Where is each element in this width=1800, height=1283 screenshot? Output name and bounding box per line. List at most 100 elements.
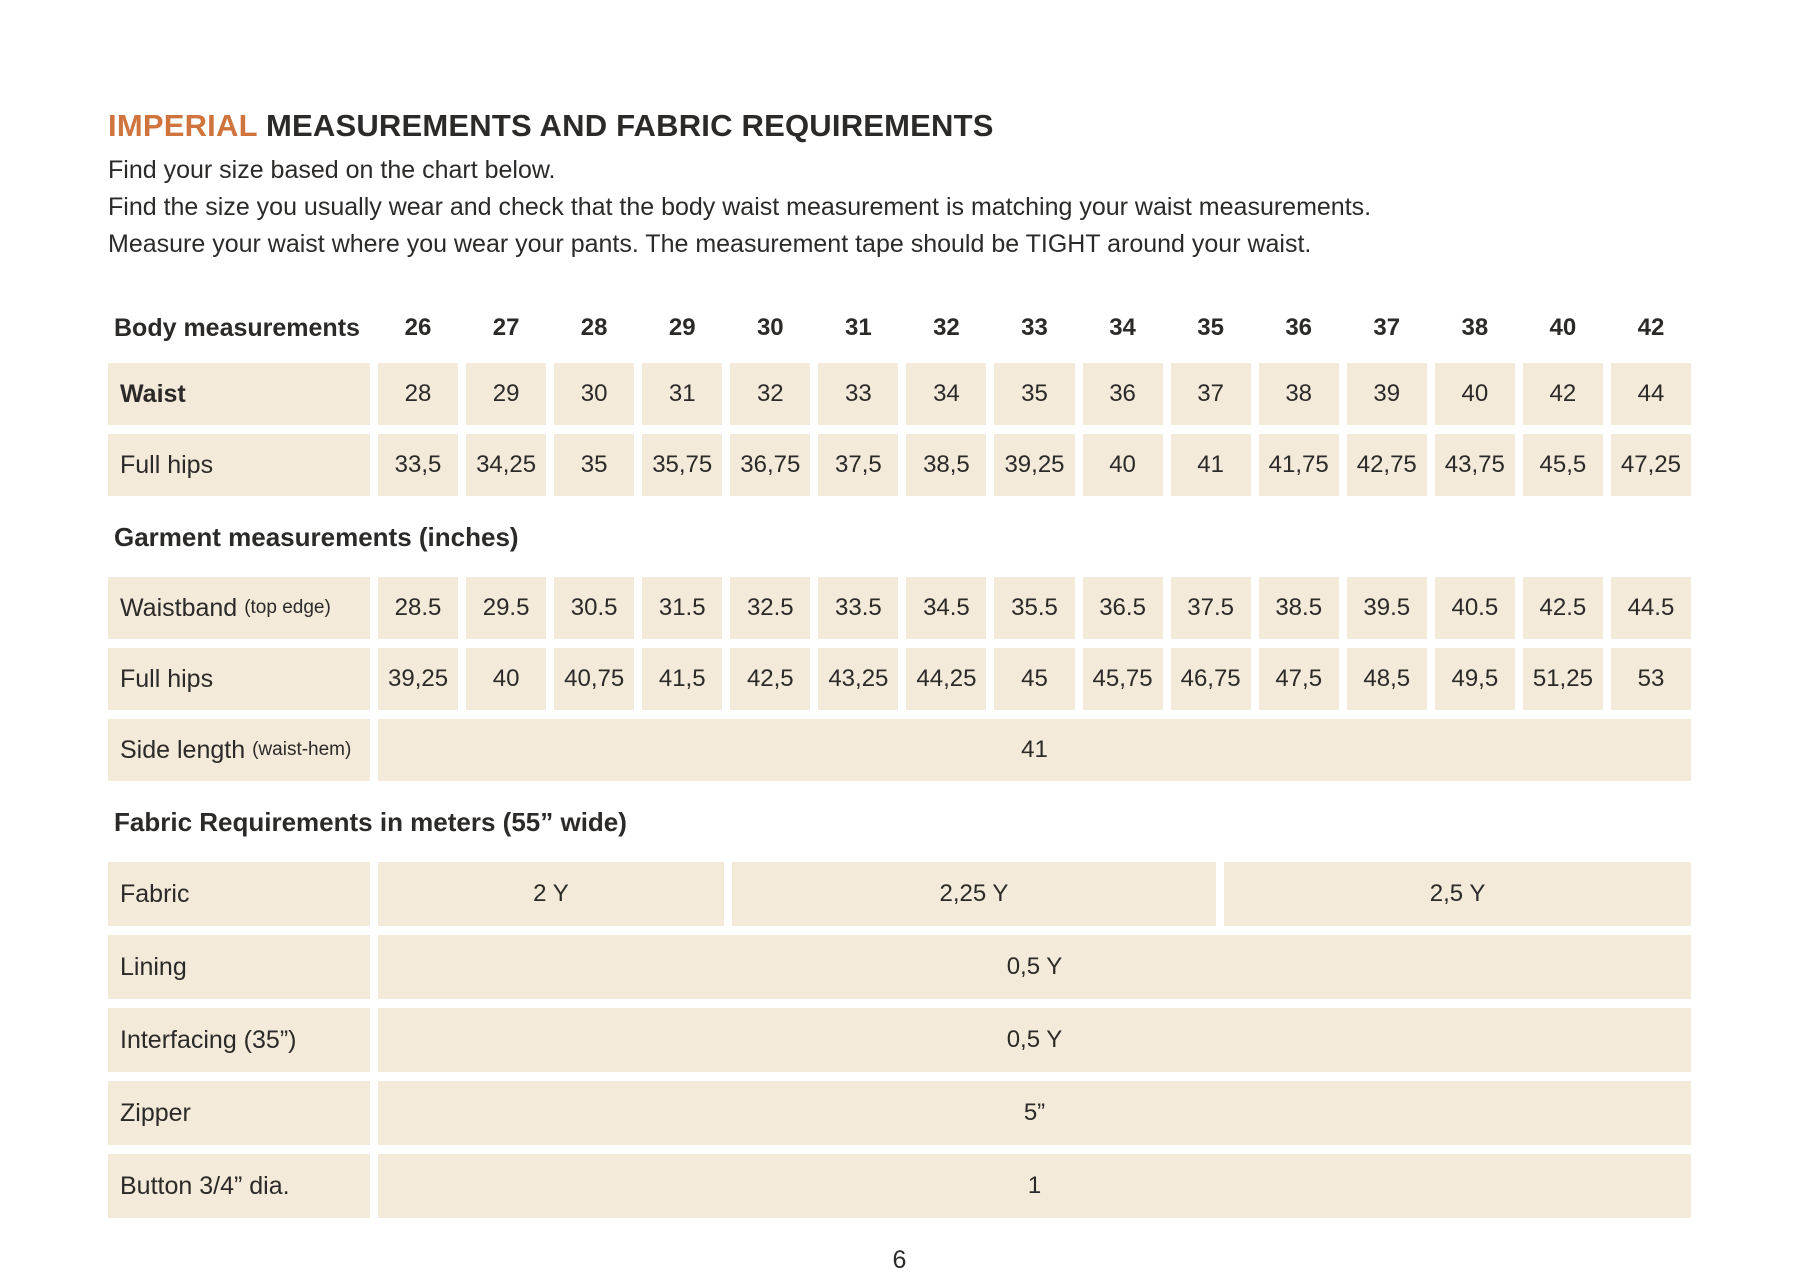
row-label-note: (top edge) bbox=[244, 597, 331, 618]
table-cell: 40,75 bbox=[554, 648, 635, 710]
row-label-text: Interfacing (35”) bbox=[120, 1025, 297, 1054]
table-cell: 42.5 bbox=[1522, 577, 1603, 639]
table-cell: 45 bbox=[994, 648, 1075, 710]
size-column-header: 32 bbox=[933, 314, 960, 341]
table-cell: 36.5 bbox=[1082, 577, 1163, 639]
size-column-header: 37 bbox=[1373, 314, 1401, 341]
fabric-span-cell: 2,25 Y bbox=[731, 862, 1217, 926]
table-cell: 28.5 bbox=[378, 577, 459, 639]
table-cell: 39,25 bbox=[378, 648, 459, 710]
table-cell: 40 bbox=[466, 648, 547, 710]
table-cell: 30 bbox=[554, 363, 635, 425]
size-header-row: Body measurements 26 27 28 29 30 31 32 33 34 35 36 3… bbox=[108, 303, 1691, 353]
row-label: Zipper bbox=[108, 1081, 370, 1145]
fabric-span-cell: 5” bbox=[378, 1081, 1691, 1145]
table-cell: 40 bbox=[1434, 363, 1515, 425]
table-cell: 39 bbox=[1346, 363, 1427, 425]
row-label: Lining bbox=[108, 935, 370, 999]
table-cell: 39.5 bbox=[1346, 577, 1427, 639]
table-cell: 39,25 bbox=[994, 434, 1075, 496]
row-label-text: Full hips bbox=[120, 450, 214, 479]
size-column-header: 38 bbox=[1461, 314, 1489, 341]
page-number: 6 bbox=[892, 1246, 907, 1274]
table-cell: 29 bbox=[466, 363, 547, 425]
table-cell: 31 bbox=[642, 363, 723, 425]
row-label: Side length (waist-hem) bbox=[108, 719, 370, 781]
table-cell: 44.5 bbox=[1610, 577, 1691, 639]
table-cell: 33,5 bbox=[378, 434, 459, 496]
row-label: Fabric bbox=[108, 862, 370, 926]
size-column-header: 36 bbox=[1285, 314, 1313, 341]
table-cell: 45,5 bbox=[1522, 434, 1603, 496]
fabric-section-heading: Fabric Requirements in meters (55” wide) bbox=[114, 807, 627, 837]
table-cell: 37.5 bbox=[1170, 577, 1251, 639]
fabric-span-cell: 2,5 Y bbox=[1224, 862, 1691, 926]
table-cell: 37,5 bbox=[818, 434, 899, 496]
size-column-header: 29 bbox=[668, 314, 696, 341]
size-column-header: 33 bbox=[1021, 314, 1048, 341]
table-cell: 48,5 bbox=[1346, 648, 1427, 710]
table-cell: 33.5 bbox=[818, 577, 899, 639]
garment-section-heading: Garment measurements (inches) bbox=[114, 522, 519, 552]
table-cell: 44,25 bbox=[906, 648, 987, 710]
table-row: Fabric 2 Y 2,25 Y 2,5 Y bbox=[108, 862, 1691, 926]
table-row: Waistband (top edge) 28.5 29.5 30.5 31.5 32.5 3… bbox=[108, 577, 1691, 639]
fabric-span-cell: 0,5 Y bbox=[378, 935, 1691, 999]
body-measurements-header-label: Body measurements bbox=[114, 313, 360, 342]
table-cell: 46,75 bbox=[1170, 648, 1251, 710]
table-cell: 49,5 bbox=[1434, 648, 1515, 710]
table-cell: 41,75 bbox=[1258, 434, 1339, 496]
table-cell: 53 bbox=[1610, 648, 1691, 710]
table-cell: 42 bbox=[1522, 363, 1603, 425]
table-cell: 45,75 bbox=[1082, 648, 1163, 710]
row-label-text: Waist bbox=[120, 379, 186, 408]
row-label: Waistband (top edge) bbox=[108, 577, 370, 639]
intro-line: Measure your waist where you wear your p… bbox=[108, 230, 1312, 258]
size-column-header: 31 bbox=[845, 314, 872, 341]
table-cell: 35 bbox=[994, 363, 1075, 425]
table-row: Zipper 5” bbox=[108, 1081, 1691, 1145]
table-row: Waist 28 29 30 31 32 33 34 35 36 37 38 39 40 42 44 bbox=[108, 363, 1691, 425]
size-column-header: 35 bbox=[1197, 314, 1224, 341]
size-column-header: 28 bbox=[580, 314, 608, 341]
page-title-highlight: IMPERIAL bbox=[108, 108, 258, 143]
fabric-requirements-section: Fabric 2 Y 2,25 Y 2,5 Y Lining 0,5 Y Interfaci… bbox=[108, 862, 1691, 1218]
row-label-text: Lining bbox=[120, 952, 187, 981]
table-cell: 30.5 bbox=[554, 577, 635, 639]
table-cell: 35 bbox=[554, 434, 635, 496]
row-label-text: Button 3/4” dia. bbox=[120, 1171, 290, 1200]
table-row: Interfacing (35”) 0,5 Y bbox=[108, 1008, 1691, 1072]
size-column-header: 26 bbox=[404, 314, 432, 341]
row-label: Full hips bbox=[108, 648, 370, 710]
size-column-header: 42 bbox=[1637, 314, 1665, 341]
document-page: IMPERIAL MEASUREMENTS AND FABRIC REQUIRE… bbox=[108, 108, 1691, 1275]
size-column-header: 30 bbox=[756, 314, 784, 341]
table-cell: 35,75 bbox=[642, 434, 723, 496]
table-cell: 41,5 bbox=[642, 648, 723, 710]
fabric-span-cell: 1 bbox=[378, 1154, 1691, 1218]
table-row: Full hips 39,25 40 40,75 41,5 42,5 43,25 44,25 4… bbox=[108, 648, 1691, 710]
table-cell: 40.5 bbox=[1434, 577, 1515, 639]
table-cell: 34 bbox=[906, 363, 987, 425]
page-title: IMPERIAL MEASUREMENTS AND FABRIC REQUIRE… bbox=[108, 108, 1691, 144]
table-cell: 32 bbox=[730, 363, 811, 425]
intro-text: Find your size based on the chart below.… bbox=[108, 152, 1691, 263]
intro-line: Find your size based on the chart below. bbox=[108, 156, 556, 184]
table-cell: 35.5 bbox=[994, 577, 1075, 639]
table-cell: 47,5 bbox=[1258, 648, 1339, 710]
table-cell: 42,5 bbox=[730, 648, 811, 710]
garment-measurements-section: Waistband (top edge) 28.5 29.5 30.5 31.5 32.5 3… bbox=[108, 577, 1691, 781]
table-cell: 43,25 bbox=[818, 648, 899, 710]
table-cell: 38 bbox=[1258, 363, 1339, 425]
table-cell: 37 bbox=[1170, 363, 1251, 425]
table-cell: 40 bbox=[1082, 434, 1163, 496]
row-label: Interfacing (35”) bbox=[108, 1008, 370, 1072]
fabric-span-cell: 0,5 Y bbox=[378, 1008, 1691, 1072]
table-cell: 34,25 bbox=[466, 434, 547, 496]
row-label: Button 3/4” dia. bbox=[108, 1154, 370, 1218]
table-cell: 36,75 bbox=[730, 434, 811, 496]
page-title-rest: MEASUREMENTS AND FABRIC REQUIREMENTS bbox=[257, 108, 994, 143]
size-column-header: 40 bbox=[1549, 314, 1577, 341]
table-cell: 43,75 bbox=[1434, 434, 1515, 496]
table-cell: 31.5 bbox=[642, 577, 723, 639]
